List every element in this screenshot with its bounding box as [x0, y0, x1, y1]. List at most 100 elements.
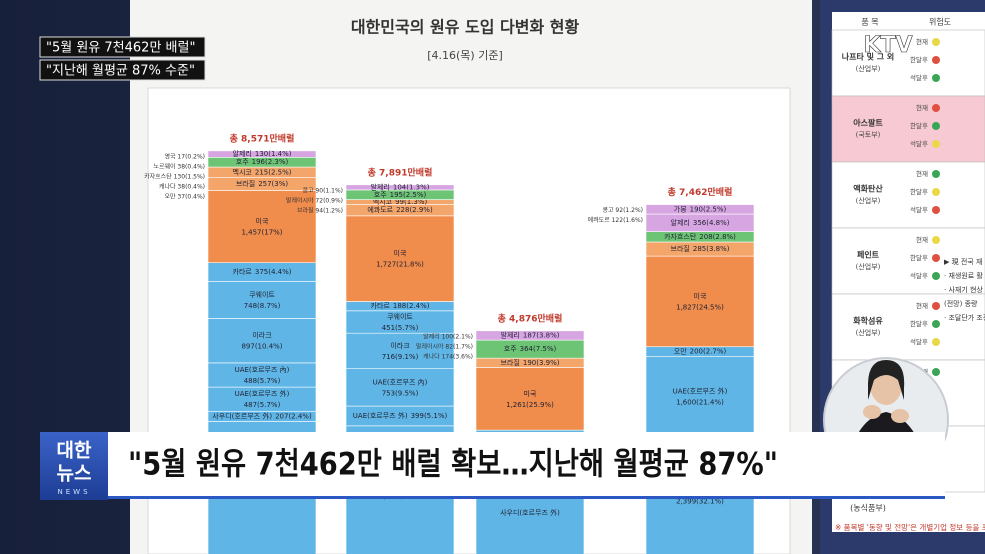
segment-name: 카타르	[233, 267, 253, 276]
segment-label: 오만 200(2.7%)	[674, 347, 727, 356]
risk-dot	[932, 74, 940, 82]
level-label: 현재	[916, 170, 928, 178]
segment-name: 호주	[374, 191, 387, 199]
segment-value: 1,727(21.8%)	[376, 261, 424, 269]
segment-value: 897(10.4%)	[241, 343, 282, 351]
segment-name: 브라질	[671, 244, 690, 253]
segment-value: 208(2.8%)	[699, 233, 736, 241]
segment-name: 카타르	[371, 301, 391, 310]
segment-name: 호주	[504, 345, 517, 353]
segment-name: UAE(호르무즈 內)	[235, 366, 290, 374]
bar-segment	[645, 356, 755, 437]
risk-dot	[932, 338, 940, 346]
segment-value: 257(3%)	[258, 180, 288, 188]
segment-label: 호주 364(7.5%)	[504, 345, 557, 353]
table-item: 페인트	[857, 250, 880, 260]
table-item: 화학섬유	[853, 316, 883, 326]
table-note: · 재생원료 활	[944, 271, 983, 280]
segment-label: 이라크 716(9.1%)	[382, 341, 419, 361]
level-label: 석달후	[910, 205, 928, 214]
segment-name: 멕시코	[373, 197, 393, 206]
segment-label: 사우디(호르무즈 外) 207(2.4%)	[212, 411, 312, 420]
level-label: 석달후	[910, 139, 928, 148]
bar-segment	[345, 184, 455, 191]
segment-name: 사우디(호르무즈 外)	[500, 508, 560, 517]
news-logo	[40, 432, 108, 500]
segment-label: 쿠웨이트 748(8.7%)	[244, 290, 281, 310]
logo-sub: NEWS	[57, 488, 90, 496]
table-ministry: (산업부)	[856, 196, 881, 205]
segment-name: 브라질	[236, 179, 255, 188]
column-total: 총 7,462만배럴	[668, 186, 733, 198]
risk-dot	[932, 170, 940, 178]
segment-label: UAE(호르무즈 內) 753(9.5%)	[373, 378, 428, 397]
bar-segment	[207, 281, 317, 319]
segment-value: 1,827(24.5%)	[676, 303, 724, 311]
segment-name: 쿠웨이트	[387, 312, 413, 321]
table-note: · 사재기 현상	[944, 285, 983, 294]
bar-segment	[475, 330, 585, 341]
segment-name: 멕시코	[233, 167, 253, 176]
segment-name: UAE(호르무즈 外)	[673, 386, 728, 395]
level-label: 현재	[916, 302, 928, 310]
caption-box	[39, 36, 206, 58]
risk-dot	[932, 122, 940, 130]
segment-label: 미국 1,827(24.5%)	[676, 291, 724, 311]
side-note: 말레이시아 82(1.7%)	[416, 342, 473, 350]
segment-label: 알제리 104(1.3%)	[371, 182, 430, 191]
caption: "지난해 월평균 87% 수준"	[46, 64, 195, 79]
segment-value: 228(2.9%)	[396, 206, 433, 214]
table-ministry: (국토부)	[856, 131, 881, 139]
column-total: 총 4,876만배럴	[498, 312, 563, 324]
risk-dot	[932, 140, 940, 148]
side-note: 브라질 94(1.2%)	[297, 206, 343, 214]
risk-dot	[932, 272, 940, 280]
segment-value: 200(2.7%)	[690, 348, 727, 356]
level-label: 한달후	[910, 188, 928, 196]
segment-label: 미국 1,727(21.8%)	[376, 249, 424, 269]
caption: "5월 원유 7천462만 배럴"	[46, 41, 195, 56]
segment-name: 가봉	[674, 204, 687, 213]
table-item: 나프타 및 그 외	[842, 52, 895, 62]
table-note: · 조달단가 조정	[944, 313, 985, 322]
segment-label: 미국 1,261(25.9%)	[506, 389, 554, 409]
risk-dot	[932, 320, 940, 328]
risk-dot	[932, 236, 940, 244]
level-label: 석달후	[910, 73, 928, 82]
segment-value: 104(1.3%)	[393, 183, 430, 191]
segment-label: 에콰도르 228(2.9%)	[367, 205, 433, 214]
segment-value: 451(5.7%)	[382, 324, 419, 332]
risk-dot	[932, 104, 940, 112]
segment-value: 195(2.5%)	[390, 191, 427, 199]
caption-box	[39, 59, 206, 81]
side-note: 캐나다 174(3.6%)	[423, 352, 473, 360]
table-footer: ※ 품목별 '동향 및 전망'은 개별기업 정보 등을 포함	[835, 522, 985, 532]
segment-name: 알제리	[233, 149, 252, 158]
segment-label: UAE(호르무즈 外) 487(5.7%)	[235, 389, 290, 409]
segment-name: 미국	[524, 389, 537, 398]
level-label: 석달후	[910, 337, 928, 346]
side-note: 알제리 100(2.1%)	[423, 332, 473, 340]
logo-text: 뉴스	[57, 463, 92, 485]
side-note: 캐나다 38(0.4%)	[159, 182, 205, 190]
bar-segment	[345, 368, 455, 407]
risk-dot	[932, 188, 940, 196]
segment-name: 알제리	[501, 330, 520, 339]
side-note: 카자흐스탄 130(1.5%)	[144, 172, 205, 180]
bar-segment	[475, 367, 585, 431]
board-subtitle: [4.16(목) 기준]	[427, 49, 503, 62]
segment-label: UAE(호르무즈 內) 488(5.7%)	[235, 366, 290, 385]
segment-label: 쿠웨이트 451(5.7%)	[382, 312, 419, 332]
segment-value: 190(2.5%)	[690, 205, 727, 213]
table-item: 액화탄산	[853, 184, 883, 194]
segment-value: 215(2.5%)	[255, 168, 292, 176]
risk-dot	[932, 254, 940, 262]
table-row	[831, 161, 985, 229]
segment-value: 1,261(25.9%)	[506, 401, 554, 409]
interpreter-hand	[891, 409, 909, 423]
segment-label: 멕시코 215(2.5%)	[233, 167, 292, 176]
level-label: 한달후	[910, 56, 928, 64]
level-label: 현재	[916, 236, 928, 244]
segment-name: 사우디(호르무즈 外)	[212, 411, 272, 420]
side-note: 오만 37(0.4%)	[164, 192, 205, 200]
